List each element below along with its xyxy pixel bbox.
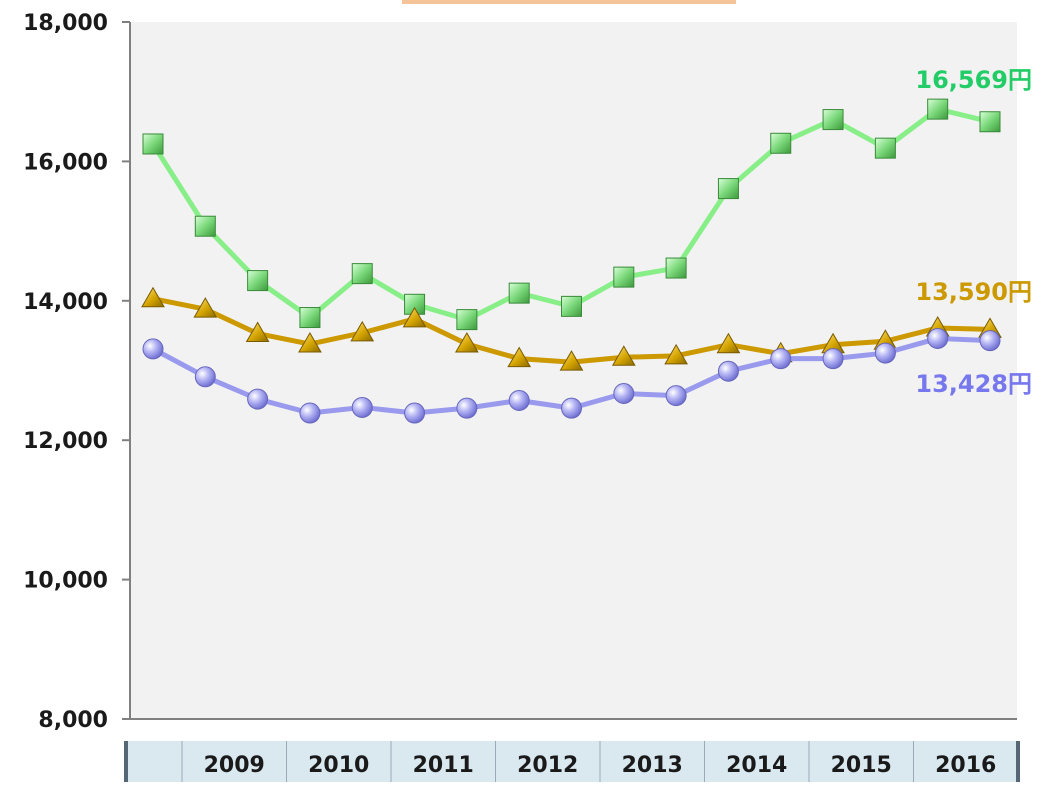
data-point-square [194, 215, 216, 237]
data-point-square [665, 257, 687, 279]
data-point-square [456, 309, 478, 331]
series-end-label: 16,569円 [915, 66, 1032, 94]
x-category-label: 2012 [517, 753, 578, 778]
data-point-square [561, 295, 582, 317]
series-group: 13,590円 [141, 278, 1032, 371]
data-point-triangle [507, 346, 532, 368]
x-category-label: 2015 [831, 753, 892, 778]
y-tick-label: 10,000 [23, 569, 108, 594]
data-point-triangle [402, 306, 427, 328]
data-point-triangle [559, 350, 584, 371]
data-point-circle [456, 397, 478, 419]
data-point-triangle [245, 321, 270, 343]
data-point-square [299, 307, 321, 329]
data-point-circle [822, 348, 844, 370]
data-point-circle [247, 388, 269, 410]
series-end-label: 13,428円 [915, 370, 1032, 398]
x-axis-table: 2009 2010 2011 2012 2013 2014 2015 2016 [124, 741, 1020, 782]
data-point-triangle [664, 343, 688, 365]
y-tick-label: 12,000 [23, 429, 108, 454]
y-axis: 8,000 10,000 12,000 14,000 16,000 18,000 [23, 11, 130, 733]
y-tick-label: 18,000 [23, 11, 108, 36]
x-category-label: 2011 [413, 753, 474, 778]
x-category-label: 2016 [935, 753, 996, 778]
data-point-triangle [350, 320, 375, 342]
x-category-label: 2014 [726, 753, 787, 778]
data-point-square [717, 178, 739, 200]
y-tick-label: 14,000 [23, 290, 108, 315]
data-point-circle [613, 383, 635, 405]
data-point-circle [299, 402, 321, 424]
x-table-background [126, 741, 1018, 782]
data-point-square [247, 270, 269, 292]
data-point-square [508, 282, 530, 304]
data-point-circle [561, 397, 582, 419]
data-point-circle [874, 342, 896, 364]
data-point-circle [665, 385, 687, 407]
x-category-label: 2009 [204, 753, 265, 778]
data-point-circle [351, 396, 373, 418]
data-point-circle [717, 360, 739, 382]
data-point-circle [508, 389, 530, 411]
data-point-triangle [455, 332, 479, 353]
data-point-square [142, 133, 164, 155]
data-point-square [874, 137, 896, 159]
data-point-triangle [298, 332, 322, 353]
data-point-triangle [611, 345, 636, 366]
data-point-square [351, 263, 373, 285]
data-point-square [822, 109, 844, 131]
series-group: 16,569円 [142, 66, 1032, 331]
data-point-triangle [716, 332, 741, 354]
x-category-label: 2010 [308, 753, 369, 778]
data-point-square [927, 98, 949, 120]
data-point-circle [927, 327, 949, 349]
data-point-circle [194, 366, 216, 388]
series-end-label: 13,590円 [915, 278, 1032, 306]
data-point-circle [404, 402, 426, 424]
title-placeholder [402, 0, 736, 4]
data-point-triangle [193, 297, 218, 318]
x-category-label: 2013 [622, 753, 683, 778]
data-point-square [979, 111, 1001, 133]
data-point-circle [770, 348, 792, 370]
y-tick-label: 8,000 [38, 708, 108, 733]
data-point-triangle [141, 286, 165, 308]
data-point-square [613, 266, 635, 288]
series-layer: 16,569円 13,590円 13,428円 [141, 66, 1032, 424]
data-point-square [770, 132, 792, 154]
y-tick-label: 16,000 [23, 150, 108, 175]
series-group: 13,428円 [142, 327, 1032, 424]
data-point-circle [979, 330, 1001, 352]
data-point-circle [142, 338, 164, 360]
